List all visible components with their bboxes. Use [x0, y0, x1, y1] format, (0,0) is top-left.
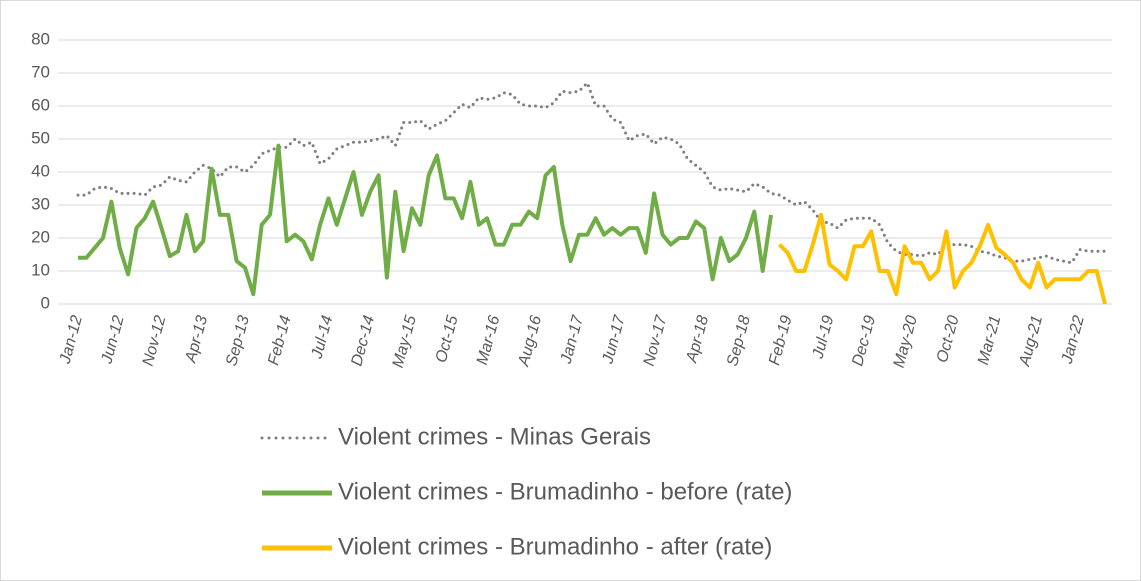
series-line — [76, 81, 1107, 265]
series-line — [777, 212, 1107, 305]
legend-label: Violent crimes - Brumadinho - after (rat… — [338, 533, 772, 560]
legend-label: Violent crimes - Minas Gerais — [338, 423, 651, 450]
y-tick-label: 60 — [31, 95, 50, 114]
y-tick-label: 0 — [41, 293, 50, 312]
legend-label: Violent crimes - Brumadinho - before (ra… — [338, 478, 792, 505]
y-tick-label: 80 — [31, 29, 50, 48]
y-tick-label: 40 — [31, 161, 50, 180]
y-tick-label: 50 — [31, 128, 50, 147]
y-tick-label: 20 — [31, 227, 50, 246]
y-tick-label: 70 — [31, 62, 50, 81]
y-tick-label: 10 — [31, 260, 50, 279]
series-line — [78, 143, 773, 297]
y-tick-label: 30 — [31, 194, 50, 213]
